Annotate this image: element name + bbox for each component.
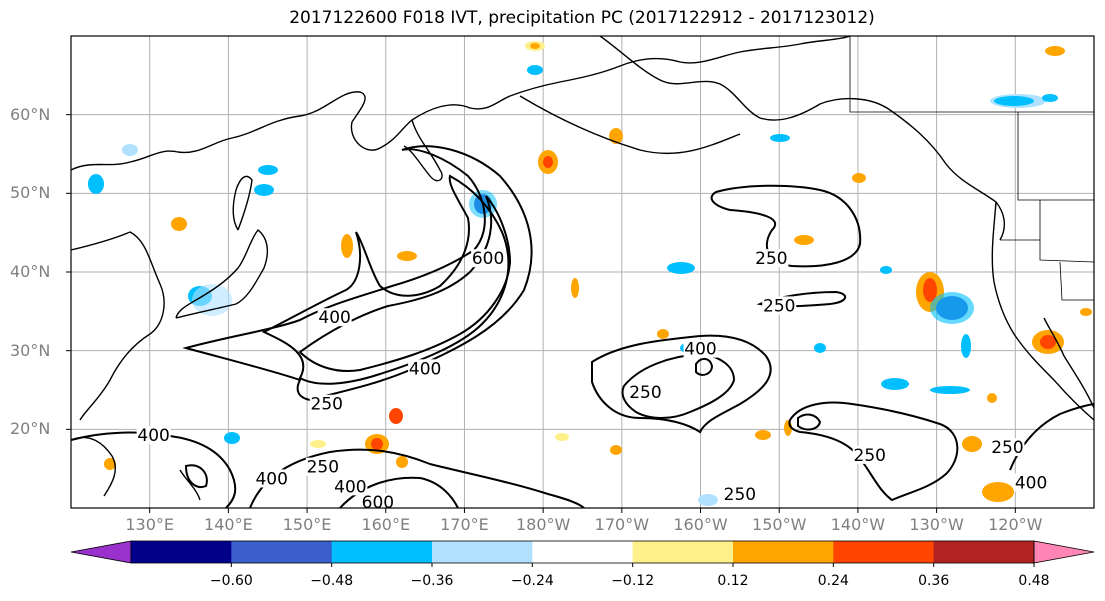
- contour-label-bg: [762, 296, 797, 315]
- colorbar-tick-label: −0.36: [410, 573, 454, 589]
- colorbar-outline: [130, 540, 1035, 564]
- longitude-label: 140°E: [204, 515, 253, 534]
- coastlines: [71, 36, 1094, 501]
- longitude-label: 170°E: [440, 515, 489, 534]
- colorbar-segment: [432, 541, 533, 563]
- colorbar-segment: [131, 541, 232, 563]
- colorbar-extend-high: [1033, 540, 1095, 564]
- colorbar-tick-label: −0.60: [209, 573, 253, 589]
- longitude-label: 170°W: [594, 515, 650, 534]
- colorbar-tick-label: −0.12: [611, 573, 655, 589]
- contour-label-bg: [309, 394, 344, 413]
- contour-label-bg: [722, 485, 757, 504]
- contour-label: 250: [755, 249, 787, 269]
- contour-label-bg: [305, 457, 340, 476]
- latitude-label: 50°N: [10, 183, 51, 203]
- latitude-label: 40°N: [10, 262, 51, 281]
- longitude-label: 120°W: [988, 515, 1043, 534]
- contour-label: 600: [472, 249, 504, 269]
- gridlines: [71, 36, 1094, 508]
- contour-label: 250: [763, 296, 795, 316]
- longitude-label: 130°W: [909, 515, 964, 534]
- contour-label: 250: [854, 446, 886, 466]
- longitude-label: 140°W: [830, 515, 886, 534]
- contour-label-bg: [1014, 473, 1049, 492]
- contour-label-bg: [408, 359, 443, 378]
- latitude-label: 60°N: [10, 104, 51, 124]
- contour-label-bg: [136, 426, 171, 445]
- contour-label-bg: [360, 493, 395, 508]
- contour-label: 250: [311, 395, 343, 415]
- contour-label: 400: [334, 477, 366, 497]
- longitude-label: 130°E: [125, 515, 175, 534]
- colorbar-tick-label: 0.24: [817, 573, 849, 589]
- contour-label: 400: [318, 308, 350, 328]
- colorbar-tick-label: 0.36: [918, 573, 950, 589]
- contour-label: 400: [409, 359, 441, 379]
- contour-label-bg: [471, 249, 506, 268]
- colorbar-tick-label: 0.48: [1018, 573, 1050, 589]
- colorbar-segment: [331, 541, 433, 563]
- contour-label-bg: [254, 469, 289, 488]
- colorbar-tick-label: 0.12: [717, 573, 749, 589]
- colorbar-segment: [231, 541, 333, 563]
- latitude-label: 20°N: [10, 419, 51, 439]
- contour-label-bg: [683, 339, 718, 358]
- colorbar-extend-low: [70, 540, 132, 564]
- colorbar-segment: [632, 541, 734, 563]
- contour-label: 400: [137, 426, 169, 446]
- colorbar-tick-label: −0.48: [310, 573, 354, 589]
- contour-label-bg: [628, 382, 663, 401]
- contour-label-bg: [333, 477, 368, 496]
- contour-label: 400: [684, 340, 716, 360]
- contour-label-bg: [852, 445, 887, 464]
- contour-label: 250: [991, 438, 1023, 458]
- longitude-label: 160°W: [673, 515, 728, 534]
- contour-label-bg: [754, 249, 789, 268]
- longitude-label: 160°E: [361, 515, 411, 534]
- colorbar-segment: [833, 541, 935, 563]
- longitude-label: 180°W: [515, 515, 571, 534]
- political-borders: [849, 36, 1094, 301]
- contour-label: 600: [362, 493, 394, 513]
- contour-label: 400: [255, 469, 287, 489]
- colorbar-tick-label: −0.24: [510, 573, 554, 589]
- colorbar-segment: [532, 541, 634, 563]
- map-title: 2017122600 F018 IVT, precipitation PC (2…: [289, 8, 875, 28]
- longitude-label: 150°W: [752, 515, 807, 534]
- contour-label-bg: [990, 438, 1025, 456]
- colorbar-segment: [933, 541, 1035, 563]
- contour-label: 250: [307, 458, 339, 478]
- contour-label: 250: [629, 383, 661, 403]
- latitude-label: 30°N: [10, 340, 51, 360]
- colorbar-segment: [733, 541, 834, 563]
- contour-label: 400: [1015, 473, 1047, 493]
- longitude-label: 150°E: [282, 515, 332, 534]
- contour-label: 250: [724, 485, 756, 505]
- contour-label-bg: [317, 308, 352, 327]
